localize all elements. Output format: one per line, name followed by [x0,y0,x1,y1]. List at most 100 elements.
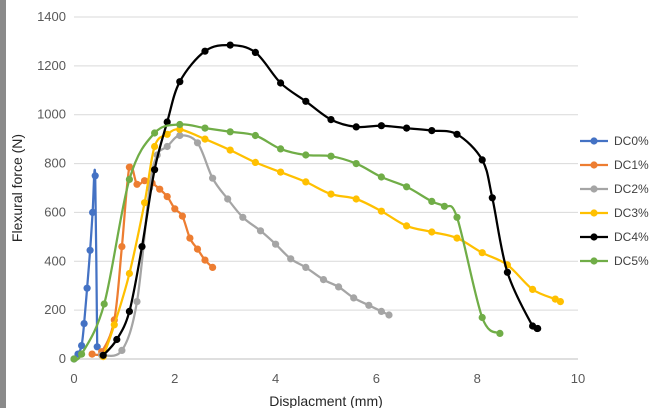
data-point-dc2pct [385,311,393,319]
data-point-dc5pct [352,160,360,168]
data-point-dc4pct [478,156,486,164]
data-point-dc4pct [151,166,159,174]
legend-marker [590,209,598,217]
data-point-dc0pct [86,246,94,254]
data-point-dc3pct [110,321,118,329]
data-point-dc1pct [125,163,133,171]
x-tick-label: 10 [571,371,585,386]
data-point-dc3pct [327,190,335,198]
legend-marker [590,161,598,169]
data-point-dc1pct [201,256,209,264]
x-axis-title: Displacment (mm) [269,393,383,408]
legend-marker [590,185,598,193]
data-point-dc4pct [352,123,360,131]
data-point-dc3pct [226,146,234,154]
y-tick-label: 1200 [37,58,66,73]
data-point-dc1pct [171,205,179,213]
data-point-dc4pct [226,41,234,49]
legend-item-dc2pct: DC2% [580,182,649,196]
data-point-dc3pct [377,207,385,215]
data-point-dc4pct [302,97,310,105]
x-axis-ticks: 0 2 4 6 8 10 [70,371,585,386]
data-point-dc2pct [302,263,310,271]
data-point-dc3pct [163,130,171,138]
data-point-dc5pct [440,202,448,210]
data-point-dc2pct [133,298,141,306]
data-point-dc2pct [350,294,358,302]
data-point-dc5pct [78,350,86,358]
legend-item-dc0pct: DC0% [580,134,649,148]
x-tick-label: 8 [474,371,481,386]
data-point-dc3pct [529,285,537,293]
series-line-dc5pct [72,123,502,361]
data-point-dc4pct [534,324,542,333]
data-point-dc2pct [163,142,171,151]
y-tick-label: 200 [44,302,66,317]
y-axis-title: Flexural force (N) [9,134,25,242]
data-point-dc4pct [453,130,461,138]
series-dc4pct [99,41,542,359]
data-point-dc3pct [141,199,149,207]
data-point-dc4pct [377,122,385,130]
series-dc5pct [70,120,504,363]
data-point-dc4pct [403,124,411,132]
series-layer [70,41,565,363]
legend-label: DC1% [614,158,649,172]
y-tick-label: 600 [44,204,66,219]
data-point-dc3pct [403,222,411,230]
data-point-dc4pct [99,351,107,359]
data-point-dc5pct [176,120,184,129]
data-point-dc1pct [186,234,194,242]
data-point-dc3pct [251,158,259,166]
data-point-dc0pct [78,342,86,350]
data-point-dc4pct [163,118,171,126]
data-point-dc4pct [138,243,146,251]
data-point-dc5pct [496,329,504,337]
y-tick-label: 800 [44,156,66,171]
data-point-dc4pct [251,48,259,57]
data-point-dc2pct [176,131,184,140]
x-tick-label: 0 [70,371,77,386]
data-point-dc3pct [151,142,159,151]
data-point-dc5pct [327,152,335,160]
data-point-dc0pct [93,343,101,351]
data-point-dc2pct [224,195,232,203]
y-tick-label: 1000 [37,107,66,122]
x-tick-label: 6 [373,371,380,386]
data-point-dc4pct [113,335,121,344]
data-point-dc5pct [453,213,461,221]
y-axis-ticks: 0 200 400 600 800 1000 1200 1400 [37,9,66,366]
data-point-dc3pct [428,228,436,236]
data-point-dc3pct [125,269,133,278]
data-point-dc3pct [302,178,310,186]
data-point-dc4pct [503,268,511,276]
data-point-dc2pct [365,301,373,309]
data-point-dc4pct [125,307,133,315]
data-point-dc1pct [193,245,202,253]
data-point-dc5pct [377,173,385,181]
data-point-dc2pct [209,174,217,182]
data-point-dc3pct [352,195,360,203]
data-point-dc2pct [377,307,385,315]
data-point-dc4pct [428,127,436,135]
data-point-dc5pct [251,131,259,140]
legend-item-dc4pct: DC4% [580,230,649,244]
legend-item-dc3pct: DC3% [580,206,649,220]
data-point-dc5pct [428,197,436,205]
series-dc0pct [70,168,101,363]
data-point-dc5pct [125,175,133,183]
gridlines [74,16,578,311]
y-tick-label: 400 [44,253,66,268]
data-point-dc1pct [163,193,171,201]
data-point-dc1pct [118,243,126,251]
data-point-dc3pct [453,234,461,242]
data-point-dc0pct [83,284,91,292]
data-point-dc3pct [277,168,285,176]
data-point-dc0pct [91,172,99,180]
data-point-dc5pct [478,313,486,322]
series-dc3pct [99,125,565,361]
legend-label: DC2% [614,182,649,196]
data-point-dc2pct [319,276,328,284]
legend-item-dc1pct: DC1% [580,158,649,172]
data-point-dc4pct [277,79,285,87]
